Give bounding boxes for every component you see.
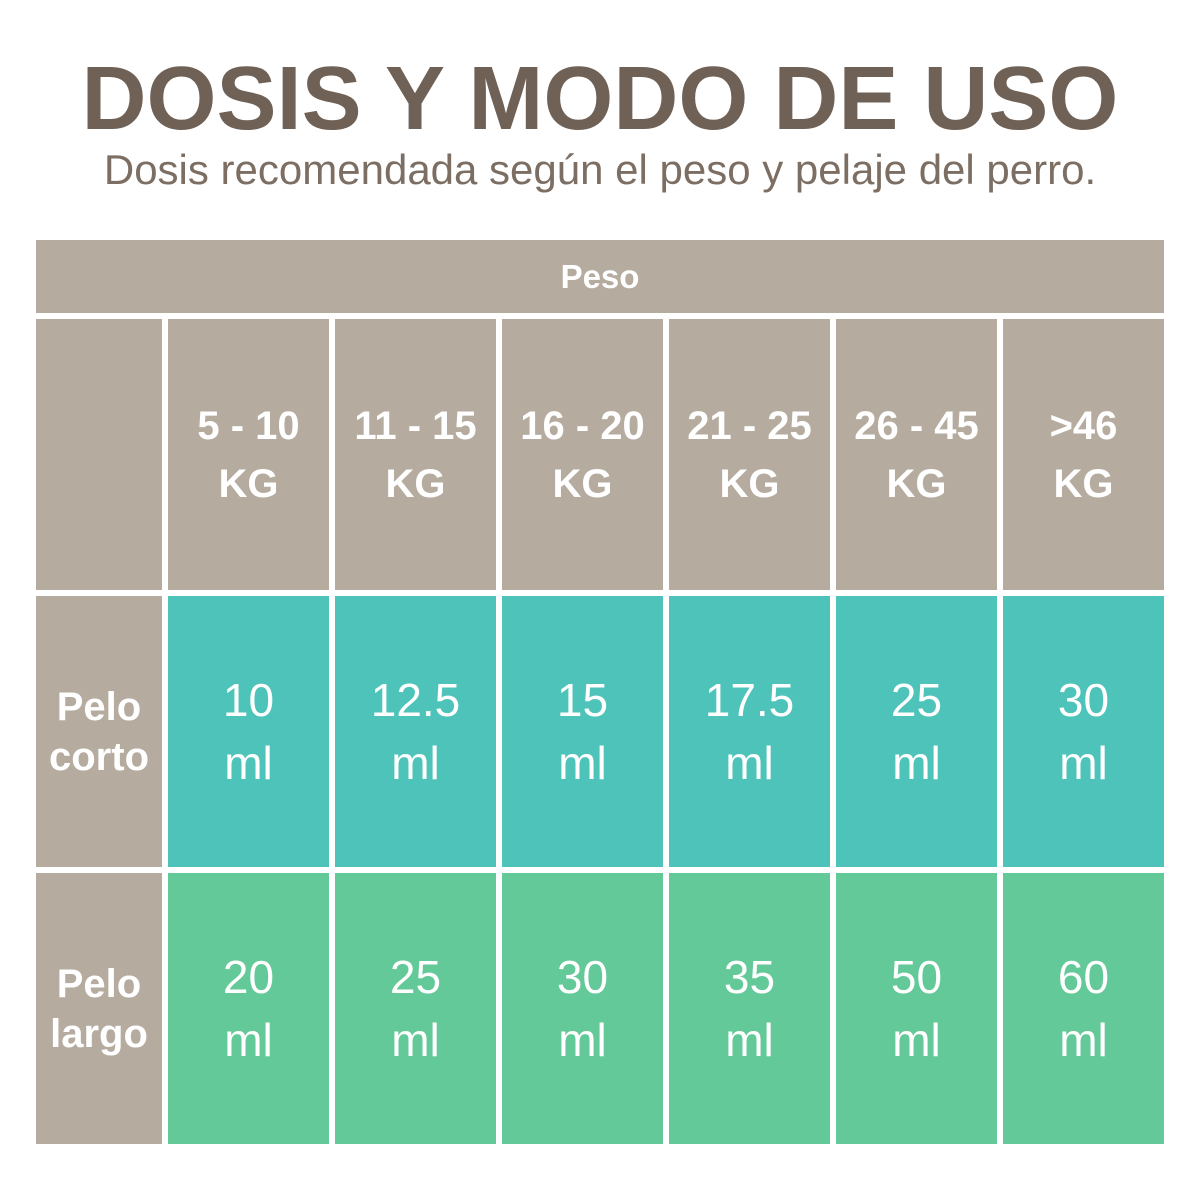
weight-range-label: 11 - 15 [354, 403, 477, 448]
row-label-pelo-corto: Pelo corto [36, 596, 162, 867]
weight-unit-label: KG [218, 461, 279, 506]
weight-header-over-46kg: >46 KG [1003, 319, 1164, 590]
weight-range-label: 5 - 10 [197, 403, 300, 448]
dose-unit: ml [725, 1013, 774, 1066]
weight-range-label: 26 - 45 [854, 403, 979, 448]
dose-cell-pelo-corto-5-10kg: 10 ml [168, 596, 329, 867]
dose-unit: ml [1059, 1013, 1108, 1066]
page-title: DOSIS Y MODO DE USO [81, 49, 1119, 149]
empty-corner-cell [36, 319, 162, 590]
dose-amount: 12.5 [370, 674, 461, 727]
dose-cell-pelo-largo-11-15kg: 25 ml [335, 873, 496, 1144]
dose-cell-pelo-largo-16-20kg: 30 ml [502, 873, 663, 1144]
weight-header-16-20kg: 16 - 20 KG [502, 319, 663, 590]
weight-range-label: 16 - 20 [520, 403, 645, 448]
weight-unit-label: KG [385, 461, 446, 506]
dose-amount: 60 [1057, 951, 1110, 1004]
dose-amount: 20 [222, 951, 275, 1004]
weight-range-label: >46 [1049, 403, 1118, 448]
dose-unit: ml [391, 736, 440, 789]
dose-cell-pelo-largo-26-45kg: 50 ml [836, 873, 997, 1144]
row-label-pelo-largo: Pelo largo [36, 873, 162, 1144]
weight-unit-label: KG [552, 461, 613, 506]
dose-unit: ml [725, 736, 774, 789]
dose-amount: 50 [890, 951, 943, 1004]
dose-amount: 10 [222, 674, 275, 727]
weight-header-21-25kg: 21 - 25 KG [669, 319, 830, 590]
dose-cell-pelo-corto-21-25kg: 17.5 ml [669, 596, 830, 867]
dose-amount: 25 [890, 674, 943, 727]
dosage-table: Peso 5 - 10 KG 11 - 15 KG 16 - 20 KG 21 … [36, 240, 1164, 1144]
dose-cell-pelo-largo-21-25kg: 35 ml [669, 873, 830, 1144]
dose-cell-pelo-corto-26-45kg: 25 ml [836, 596, 997, 867]
dose-amount: 15 [556, 674, 609, 727]
dose-amount: 17.5 [704, 674, 795, 727]
weight-header-11-15kg: 11 - 15 KG [335, 319, 496, 590]
dose-cell-pelo-corto-11-15kg: 12.5 ml [335, 596, 496, 867]
dose-amount: 35 [723, 951, 776, 1004]
dose-amount: 30 [1057, 674, 1110, 727]
dose-cell-pelo-largo-5-10kg: 20 ml [168, 873, 329, 1144]
weight-unit-label: KG [719, 461, 780, 506]
dose-cell-pelo-corto-16-20kg: 15 ml [502, 596, 663, 867]
dose-unit: ml [892, 1013, 941, 1066]
peso-group-header-cell: Peso [36, 240, 1164, 313]
weight-unit-label: KG [886, 461, 947, 506]
dose-unit: ml [892, 736, 941, 789]
dose-unit: ml [224, 1013, 273, 1066]
dose-cell-pelo-largo-over-46kg: 60 ml [1003, 873, 1164, 1144]
dose-unit: ml [558, 1013, 607, 1066]
weight-range-label: 21 - 25 [687, 403, 812, 448]
dose-amount: 30 [556, 951, 609, 1004]
page-subtitle: Dosis recomendada según el peso y pelaje… [103, 146, 1097, 193]
weight-header-5-10kg: 5 - 10 KG [168, 319, 329, 590]
dose-amount: 25 [389, 951, 442, 1004]
dose-unit: ml [224, 736, 273, 789]
weight-unit-label: KG [1053, 461, 1114, 506]
weight-header-26-45kg: 26 - 45 KG [836, 319, 997, 590]
dose-cell-pelo-corto-over-46kg: 30 ml [1003, 596, 1164, 867]
dose-unit: ml [391, 1013, 440, 1066]
dose-unit: ml [1059, 736, 1108, 789]
dose-unit: ml [558, 736, 607, 789]
page-header: DOSIS Y MODO DE USO Dosis recomendada se… [0, 0, 1200, 192]
